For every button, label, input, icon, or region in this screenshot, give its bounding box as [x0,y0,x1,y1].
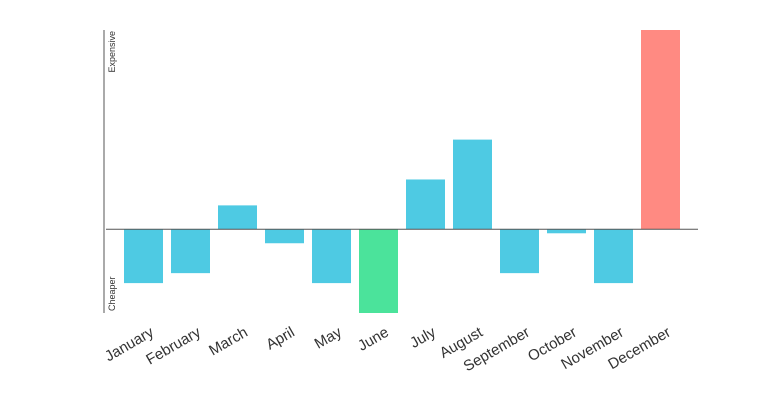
category-label-may: May [312,324,345,353]
bar-august [453,139,492,230]
category-label-july: July [407,324,439,352]
category-label-march: March [206,324,251,360]
category-label-february: February [143,324,204,369]
bar-june [359,229,398,313]
bar-december [641,30,680,230]
bar-october [547,229,586,234]
bar-february [171,229,210,274]
bar-may [312,229,351,284]
bar-april [265,229,304,244]
bar-july [406,179,445,230]
bar-january [124,229,163,284]
bar-march [218,205,257,230]
category-label-june: June [355,324,392,355]
y-axis-top-label: Expensive [107,31,117,73]
category-label-april: April [263,324,297,354]
bar-september [500,229,539,274]
bars-layer [124,30,680,313]
bar-november [594,229,633,284]
y-axis-bottom-label: Cheaper [107,276,117,311]
